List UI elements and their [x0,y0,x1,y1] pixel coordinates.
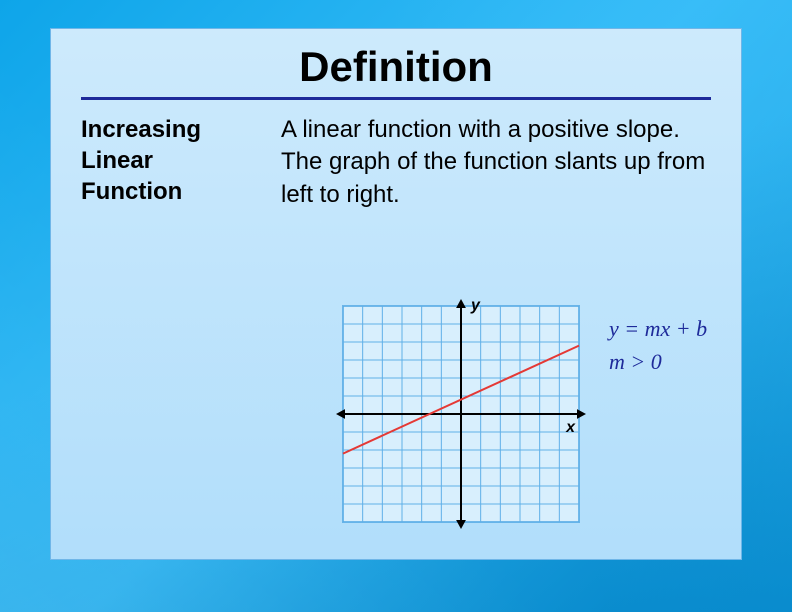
svg-text:x: x [565,419,576,436]
title-rule [81,97,711,100]
term-label: Increasing Linear Function [81,114,251,211]
graph-region: yx y = mx + b m > 0 [331,294,707,534]
slide-background: Definition Increasing Linear Function A … [0,0,792,612]
equation-block: y = mx + b m > 0 [609,312,707,378]
equation-line-2: m > 0 [609,345,707,378]
definition-card: Definition Increasing Linear Function A … [50,28,742,560]
content-row: Increasing Linear Function A linear func… [81,114,711,211]
svg-text:y: y [470,297,481,314]
card-title: Definition [81,43,711,97]
equation-line-1: y = mx + b [609,312,707,345]
linear-function-graph: yx [331,294,591,534]
definition-text: A linear function with a positive slope.… [281,114,711,211]
